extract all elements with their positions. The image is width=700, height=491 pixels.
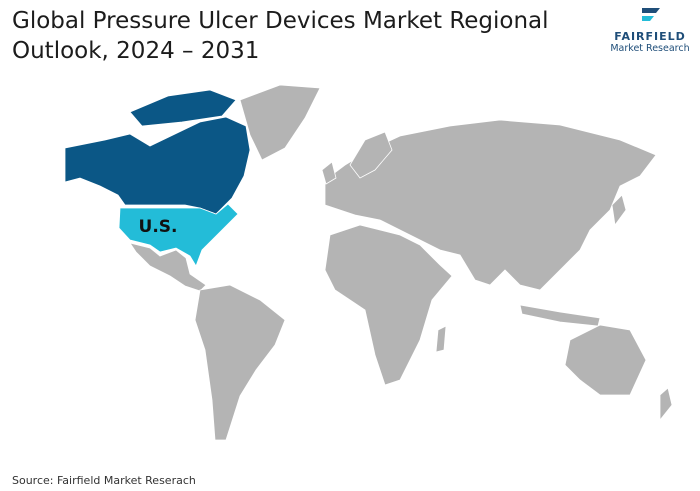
indonesia	[519, 304, 601, 327]
africa	[324, 224, 453, 386]
source: Source: Fairfield Market Reserach	[12, 474, 196, 487]
title: Global Pressure Ulcer Devices Market Reg…	[12, 8, 549, 64]
japan	[611, 194, 627, 227]
uk	[321, 161, 337, 185]
logo-icon	[642, 8, 660, 21]
south-america	[194, 284, 286, 441]
logo-name: FAIRFIELD	[614, 30, 686, 43]
madagascar	[435, 325, 447, 353]
eurasia	[324, 119, 657, 291]
australia	[564, 324, 647, 396]
new-zealand	[659, 387, 673, 422]
logo-tagline: Market Research	[610, 43, 690, 54]
highlight-label: U.S.	[139, 217, 178, 237]
central-america	[129, 242, 207, 292]
united-states	[118, 203, 239, 267]
land	[64, 84, 673, 441]
arctic-islands	[129, 89, 237, 127]
logo: FAIRFIELD Market Research	[604, 6, 696, 54]
scandinavia	[349, 131, 393, 179]
canada-alaska	[64, 116, 251, 215]
greenland	[239, 84, 321, 161]
